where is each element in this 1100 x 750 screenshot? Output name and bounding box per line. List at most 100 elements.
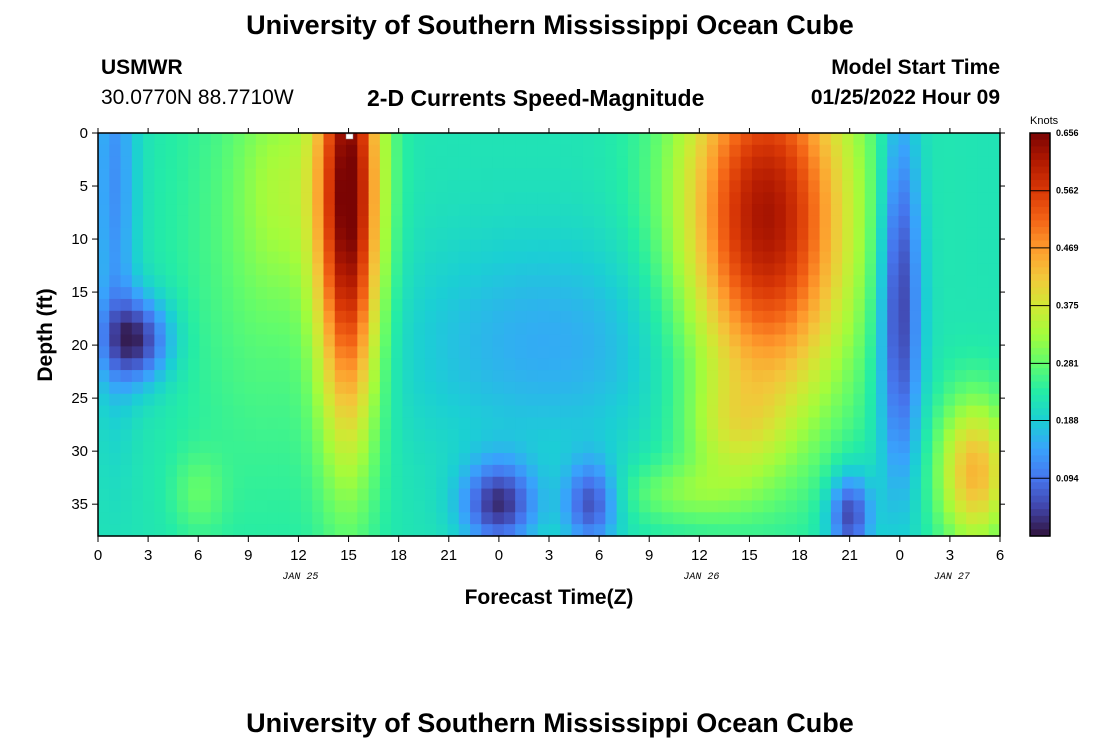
heatmap-cell [706,476,719,490]
heatmap-cell [977,204,990,217]
heatmap-cell [673,441,685,454]
heatmap-cell [447,215,460,229]
x-tick-label: 12 [691,547,708,564]
heatmap-cell [323,227,336,241]
heatmap-cell [898,429,911,442]
heatmap-cell [875,227,888,241]
heatmap-cell [785,204,798,217]
heatmap-cell [797,263,809,276]
heatmap-cell [706,310,719,324]
heatmap-cell [109,346,122,359]
heatmap-cell [706,464,719,478]
heatmap-cell [368,298,381,312]
heatmap-cell [875,476,888,490]
heatmap-cell [323,180,336,193]
heatmap-cell [932,464,945,478]
heatmap-cell [323,144,336,158]
heatmap-cell [650,215,663,229]
heatmap-cell [932,417,945,430]
heatmap-cell [977,381,990,395]
heatmap-cell [143,263,155,276]
heatmap-cell [560,322,573,336]
heatmap-cell [188,263,201,276]
heatmap-cell [109,263,122,276]
heatmap-cell [379,334,392,347]
heatmap-cell [627,156,640,170]
heatmap-cell [120,263,133,276]
heatmap-cell [267,464,280,478]
heatmap-cell [165,381,178,395]
heatmap-cell [594,180,606,193]
heatmap-cell [109,298,122,312]
heatmap-cell [323,168,336,182]
heatmap-cell [323,405,336,419]
heatmap-cell [334,500,347,513]
heatmap-cell [808,275,821,288]
heatmap-cell [853,310,866,324]
heatmap-cell [706,227,719,241]
heatmap-cell [740,180,753,193]
heatmap-cell [616,310,629,324]
heatmap-cell [255,441,268,454]
heatmap-cell [244,370,257,383]
heatmap-cell [143,227,155,241]
heatmap-cell [684,488,697,502]
heatmap-cell [470,239,482,253]
heatmap-cell [278,251,291,264]
heatmap-cell [120,405,133,419]
heatmap-cell [323,417,336,430]
heatmap-cell [887,358,900,371]
heatmap-cell [616,370,629,383]
heatmap-cell [661,180,674,193]
heatmap-cell [346,287,358,300]
heatmap-cell [729,263,742,276]
heatmap-cell [481,310,494,324]
heatmap-cell [413,441,426,454]
heatmap-cell [729,405,742,419]
heatmap-cell [988,322,1001,336]
heatmap-cell [898,346,911,359]
heatmap-cell [785,488,798,502]
heatmap-cell [424,393,437,407]
heatmap-cell [391,453,404,466]
heatmap-cell [289,287,302,300]
heatmap-cell [605,263,618,276]
heatmap-cell [774,358,787,371]
heatmap-cell [413,512,426,525]
heatmap-cell [751,476,764,490]
heatmap-cell [255,133,268,146]
heatmap-cell [954,144,967,158]
heatmap-cell [875,512,888,525]
heatmap-cell [808,298,821,312]
heatmap-cell [391,310,404,324]
heatmap-cell [278,133,291,146]
heatmap-cell [661,358,674,371]
heatmap-cell [176,144,189,158]
heatmap-cell [673,204,685,217]
heatmap-cell [695,500,708,513]
heatmap-cell [864,358,877,371]
y-tick-label: 30 [71,443,88,460]
heatmap-cell [391,227,404,241]
heatmap-cell [210,500,223,513]
heatmap-cell [346,275,358,288]
x-tick-label: 6 [595,547,603,564]
heatmap-cell [808,168,821,182]
heatmap-cell [503,370,516,383]
heatmap-cell [379,133,392,146]
heatmap-cell [402,441,415,454]
heatmap-cell [176,381,189,395]
heatmap-cell [379,358,392,371]
heatmap-cell [977,512,990,525]
heatmap-cell [740,334,753,347]
heatmap-cell [492,334,505,347]
heatmap-cell [470,310,482,324]
heatmap-cell [932,524,945,537]
heatmap-cell [808,156,821,170]
heatmap-cell [605,322,618,336]
y-tick-label: 5 [80,178,88,195]
heatmap-cell [537,346,550,359]
heatmap-cell [503,239,516,253]
heatmap-cell [875,287,888,300]
heatmap-cell [278,263,291,276]
